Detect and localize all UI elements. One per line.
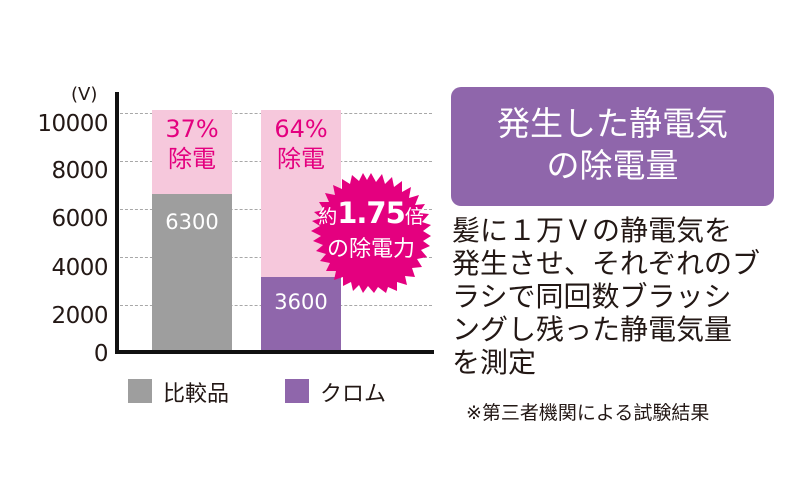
burst-text: 約1.75倍 の除電力 bbox=[311, 196, 431, 265]
y-tick-6000: 6000 bbox=[51, 206, 108, 232]
description-line: を測定 bbox=[452, 346, 537, 379]
y-tick-2000: 2000 bbox=[51, 303, 108, 329]
bar-comparison-label: 除電 bbox=[168, 145, 216, 173]
y-axis-line bbox=[115, 92, 119, 353]
footnote: ※第三者機関による試験結果 bbox=[466, 402, 710, 424]
y-tick-0: 0 bbox=[93, 341, 109, 367]
y-tick-10000: 10000 bbox=[37, 111, 108, 137]
y-axis-unit: (V) bbox=[71, 84, 98, 105]
y-tick-8000: 8000 bbox=[51, 158, 108, 184]
legend-swatch-comparison bbox=[128, 379, 152, 403]
y-axis-ticks: 10000 8000 6000 4000 2000 0 bbox=[0, 0, 108, 500]
bar-comparison-removed bbox=[152, 110, 232, 194]
burst-suffix: 倍 bbox=[404, 206, 424, 228]
bar-chrome-value: 3600 bbox=[274, 290, 328, 314]
bar-comparison bbox=[152, 194, 232, 351]
legend-label-comparison: 比較品 bbox=[163, 382, 230, 407]
bar-comparison-pct: 37% bbox=[165, 115, 219, 143]
description-line: ングし残った静電気量 bbox=[452, 313, 733, 346]
panel-title-line2: の除電量 bbox=[546, 146, 679, 185]
x-axis-line bbox=[115, 350, 434, 354]
burst-multiplier: 1.75 bbox=[337, 196, 406, 230]
description-line: ラシで同回数ブラッシ bbox=[452, 280, 732, 313]
burst-line2: の除電力 bbox=[326, 237, 415, 262]
legend-swatch-chrome bbox=[285, 379, 309, 403]
panel-description: 髪に１万Ｖの静電気を 発生させ、それぞれのブ ラシで同回数ブラッシ ングし残った… bbox=[452, 214, 772, 379]
bar-comparison-value: 6300 bbox=[165, 210, 219, 234]
panel-title-line1: 発生した静電気 bbox=[497, 104, 728, 143]
bar-chrome-label: 除電 bbox=[277, 145, 325, 173]
starburst-badge-icon bbox=[311, 173, 431, 293]
bar-chrome-pct: 64% bbox=[274, 115, 328, 143]
description-line: 発生させ、それぞれのブ bbox=[452, 247, 761, 280]
legend-label-chrome: クロム bbox=[320, 382, 387, 407]
burst-prefix: 約 bbox=[318, 206, 338, 228]
bar-chrome bbox=[261, 277, 341, 351]
y-tick-4000: 4000 bbox=[51, 255, 108, 281]
panel-title: 発生した静電気 の除電量 bbox=[451, 87, 774, 206]
description-line: 髪に１万Ｖの静電気を bbox=[452, 214, 733, 247]
